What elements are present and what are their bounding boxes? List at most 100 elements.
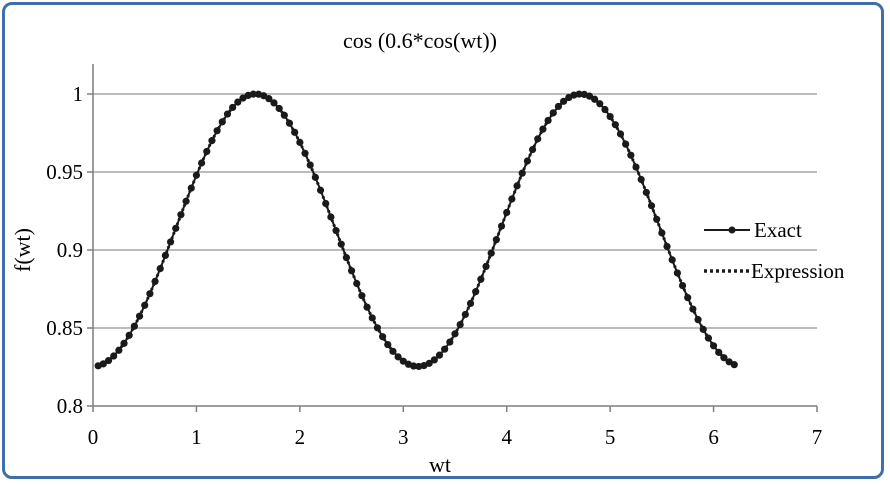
data-point-exact-68 bbox=[446, 338, 454, 346]
data-point-exact-8 bbox=[135, 312, 144, 320]
data-point-exact-1 bbox=[99, 360, 107, 368]
legend-label-exact: Exact bbox=[754, 218, 802, 242]
data-point-exact-65 bbox=[430, 356, 438, 364]
x-tick-label-7: 7 bbox=[812, 425, 823, 449]
data-point-exact-71 bbox=[461, 310, 469, 319]
data-point-exact-112 bbox=[673, 269, 681, 277]
series-group bbox=[94, 90, 738, 371]
data-point-exact-106 bbox=[642, 188, 650, 197]
data-point-exact-100 bbox=[611, 121, 619, 129]
x-tick-label-3: 3 bbox=[398, 425, 409, 449]
data-point-exact-30 bbox=[249, 90, 257, 98]
y-tick-label-3: 0.95 bbox=[46, 160, 83, 184]
data-point-exact-64 bbox=[425, 359, 433, 367]
data-point-exact-102 bbox=[622, 140, 630, 148]
x-tick-label-2: 2 bbox=[295, 425, 306, 449]
data-point-exact-6 bbox=[125, 331, 133, 339]
data-point-exact-41 bbox=[306, 161, 314, 169]
data-point-exact-70 bbox=[456, 320, 464, 329]
data-point-exact-103 bbox=[627, 151, 635, 159]
data-point-exact-47 bbox=[337, 240, 345, 248]
data-point-exact-98 bbox=[601, 105, 609, 114]
y-tick-label-4: 1 bbox=[73, 82, 84, 106]
data-point-exact-46 bbox=[332, 227, 340, 235]
data-point-exact-57 bbox=[389, 347, 397, 355]
data-point-exact-45 bbox=[327, 213, 335, 221]
data-point-exact-88 bbox=[549, 109, 557, 117]
data-point-exact-99 bbox=[606, 112, 614, 121]
data-point-exact-51 bbox=[358, 292, 366, 300]
series-line-expression bbox=[97, 92, 735, 368]
data-point-exact-18 bbox=[187, 184, 195, 192]
data-point-exact-66 bbox=[435, 351, 444, 359]
data-point-exact-76 bbox=[487, 249, 495, 257]
data-point-exact-52 bbox=[363, 303, 371, 311]
data-point-exact-110 bbox=[663, 242, 671, 251]
data-point-exact-34 bbox=[270, 99, 278, 107]
data-point-exact-89 bbox=[554, 102, 563, 111]
data-point-exact-72 bbox=[466, 299, 475, 307]
data-point-exact-84 bbox=[528, 145, 537, 154]
data-point-exact-81 bbox=[513, 182, 521, 190]
data-point-exact-10 bbox=[146, 290, 154, 298]
data-point-exact-75 bbox=[482, 262, 490, 270]
data-point-exact-55 bbox=[379, 333, 387, 341]
data-point-exact-90 bbox=[560, 97, 568, 105]
data-point-exact-19 bbox=[192, 171, 201, 179]
data-point-exact-117 bbox=[699, 325, 707, 333]
data-point-exact-74 bbox=[477, 275, 485, 283]
x-tick-label-1: 1 bbox=[191, 425, 202, 449]
data-point-exact-24 bbox=[218, 118, 226, 126]
data-point-exact-58 bbox=[394, 353, 402, 361]
data-point-exact-44 bbox=[322, 199, 330, 208]
grid-lines bbox=[93, 93, 817, 329]
data-point-exact-23 bbox=[213, 127, 221, 135]
data-point-exact-25 bbox=[223, 110, 232, 118]
data-point-exact-116 bbox=[694, 316, 702, 324]
data-point-exact-3 bbox=[110, 352, 118, 360]
data-point-exact-53 bbox=[368, 314, 376, 322]
y-axis-label: f(wt) bbox=[10, 228, 35, 272]
data-point-exact-118 bbox=[704, 334, 713, 342]
data-point-exact-69 bbox=[451, 330, 459, 338]
data-point-exact-11 bbox=[151, 277, 159, 285]
data-point-exact-79 bbox=[503, 208, 511, 217]
data-point-exact-40 bbox=[301, 149, 309, 157]
data-point-exact-86 bbox=[539, 125, 547, 133]
data-point-exact-114 bbox=[684, 294, 692, 302]
x-tick-label-4: 4 bbox=[501, 425, 512, 449]
x-axis-label: wt bbox=[429, 452, 451, 477]
chart-frame bbox=[2, 2, 884, 479]
axes bbox=[92, 64, 817, 407]
data-point-exact-109 bbox=[658, 229, 666, 237]
data-point-exact-54 bbox=[373, 324, 382, 332]
data-point-exact-26 bbox=[229, 103, 237, 112]
data-point-exact-78 bbox=[497, 222, 506, 230]
data-point-exact-4 bbox=[115, 346, 123, 354]
data-point-exact-95 bbox=[585, 92, 594, 100]
data-point-exact-43 bbox=[316, 186, 325, 194]
data-point-exact-16 bbox=[177, 211, 185, 219]
data-point-exact-77 bbox=[492, 236, 500, 244]
data-point-exact-2 bbox=[104, 356, 113, 365]
data-point-exact-97 bbox=[596, 100, 604, 108]
data-point-exact-37 bbox=[285, 119, 294, 127]
data-point-exact-14 bbox=[166, 238, 175, 246]
y-tick-label-2: 0.9 bbox=[57, 238, 83, 262]
data-point-exact-7 bbox=[130, 322, 138, 330]
data-point-exact-83 bbox=[523, 157, 532, 165]
data-point-exact-33 bbox=[265, 95, 273, 103]
data-point-exact-5 bbox=[120, 339, 128, 347]
data-point-exact-15 bbox=[172, 224, 180, 232]
x-tick-label-6: 6 bbox=[708, 425, 719, 449]
data-point-exact-49 bbox=[347, 267, 356, 275]
data-point-exact-111 bbox=[668, 256, 676, 264]
data-point-exact-123 bbox=[730, 361, 738, 369]
data-point-exact-105 bbox=[637, 175, 645, 184]
data-point-exact-93 bbox=[575, 90, 583, 98]
data-point-exact-108 bbox=[653, 215, 661, 223]
y-axis-ticks: 0.8 0.85 0.9 0.95 1 bbox=[46, 82, 93, 418]
data-point-exact-56 bbox=[384, 340, 392, 349]
data-point-exact-67 bbox=[441, 345, 449, 353]
